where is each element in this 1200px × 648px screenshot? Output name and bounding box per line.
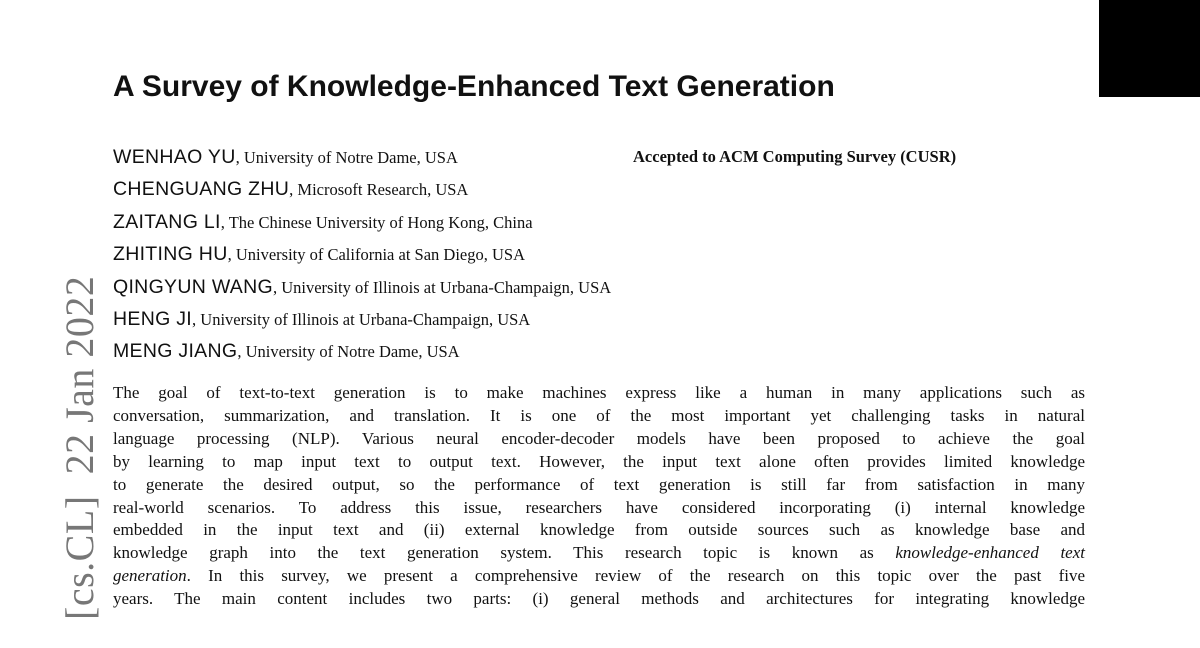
abstract-line: language processing (NLP). Various neura…: [113, 428, 1085, 448]
abstract-line: generation. In this survey, we present a…: [113, 565, 1085, 588]
author: CHENGUANG ZHU, Microsoft Research, USA: [113, 176, 611, 208]
author: ZHITING HU, University of California at …: [113, 241, 611, 273]
abstract-line: real-world scenarios. To address this is…: [113, 497, 1085, 517]
acceptance-note: Accepted to ACM Computing Survey (CUSR): [633, 147, 957, 166]
author-affiliation: , University of California at San Diego,…: [227, 245, 525, 265]
author-affiliation: , The Chinese University of Hong Kong, C…: [220, 212, 533, 232]
author-affiliation: , University of Illinois at Urbana-Champ…: [192, 309, 531, 329]
abstract-emphasis: knowledge-enhanced text: [895, 543, 1085, 563]
author: HENG JI, University of Illinois at Urban…: [113, 306, 611, 338]
author: QINGYUN WANG, University of Illinois at …: [113, 274, 611, 306]
abstract-line: knowledge graph into the text generation…: [113, 542, 1085, 565]
author: WENHAO YU, University of Notre Dame, USA: [113, 144, 611, 176]
author-name: HENG JI: [113, 307, 193, 330]
abstract-line: years. The main content includes two par…: [113, 589, 1085, 609]
author-affiliation: , University of Illinois at Urbana-Champ…: [272, 277, 612, 297]
author-name: ZAITANG LI: [113, 210, 221, 233]
arxiv-stamp: [cs.CL] 22 Jan 2022: [57, 275, 102, 620]
author-affiliation: , University of Notre Dame, USA: [235, 148, 458, 167]
author-name: MENG JIANG: [113, 340, 238, 363]
abstract-line: conversation, summarization, and transla…: [113, 405, 1085, 425]
page-corner-tab: [1099, 0, 1200, 97]
abstract-line: by learning to map input text to output …: [113, 451, 1085, 471]
author-affiliation: , University of Notre Dame, USA: [237, 342, 460, 362]
abstract-emphasis: generation: [113, 566, 187, 586]
author: MENG JIANG, University of Notre Dame, US…: [113, 338, 611, 370]
author: ZAITANG LI, The Chinese University of Ho…: [113, 209, 611, 241]
abstract-line: to generate the desired output, so the p…: [113, 474, 1085, 494]
paper-title: A Survey of Knowledge-Enhanced Text Gene…: [113, 70, 835, 103]
author-list: WENHAO YU, University of Notre Dame, USA…: [113, 144, 611, 371]
abstract: The goal of text-to-text generation is t…: [113, 382, 1085, 611]
abstract-text: knowledge graph into the text generation…: [113, 543, 874, 563]
author-name: QINGYUN WANG: [113, 275, 273, 298]
abstract-line: embedded in the input text and (ii) exte…: [113, 520, 1085, 540]
abstract-text: . In this survey, we present a comprehen…: [186, 566, 1085, 586]
author-name: CHENGUANG ZHU: [113, 178, 290, 201]
author-name: WENHAO YU: [113, 146, 236, 168]
author-affiliation: , Microsoft Research, USA: [289, 180, 469, 200]
author-name: ZHITING HU: [113, 243, 228, 266]
abstract-line: The goal of text-to-text generation is t…: [113, 383, 1085, 402]
